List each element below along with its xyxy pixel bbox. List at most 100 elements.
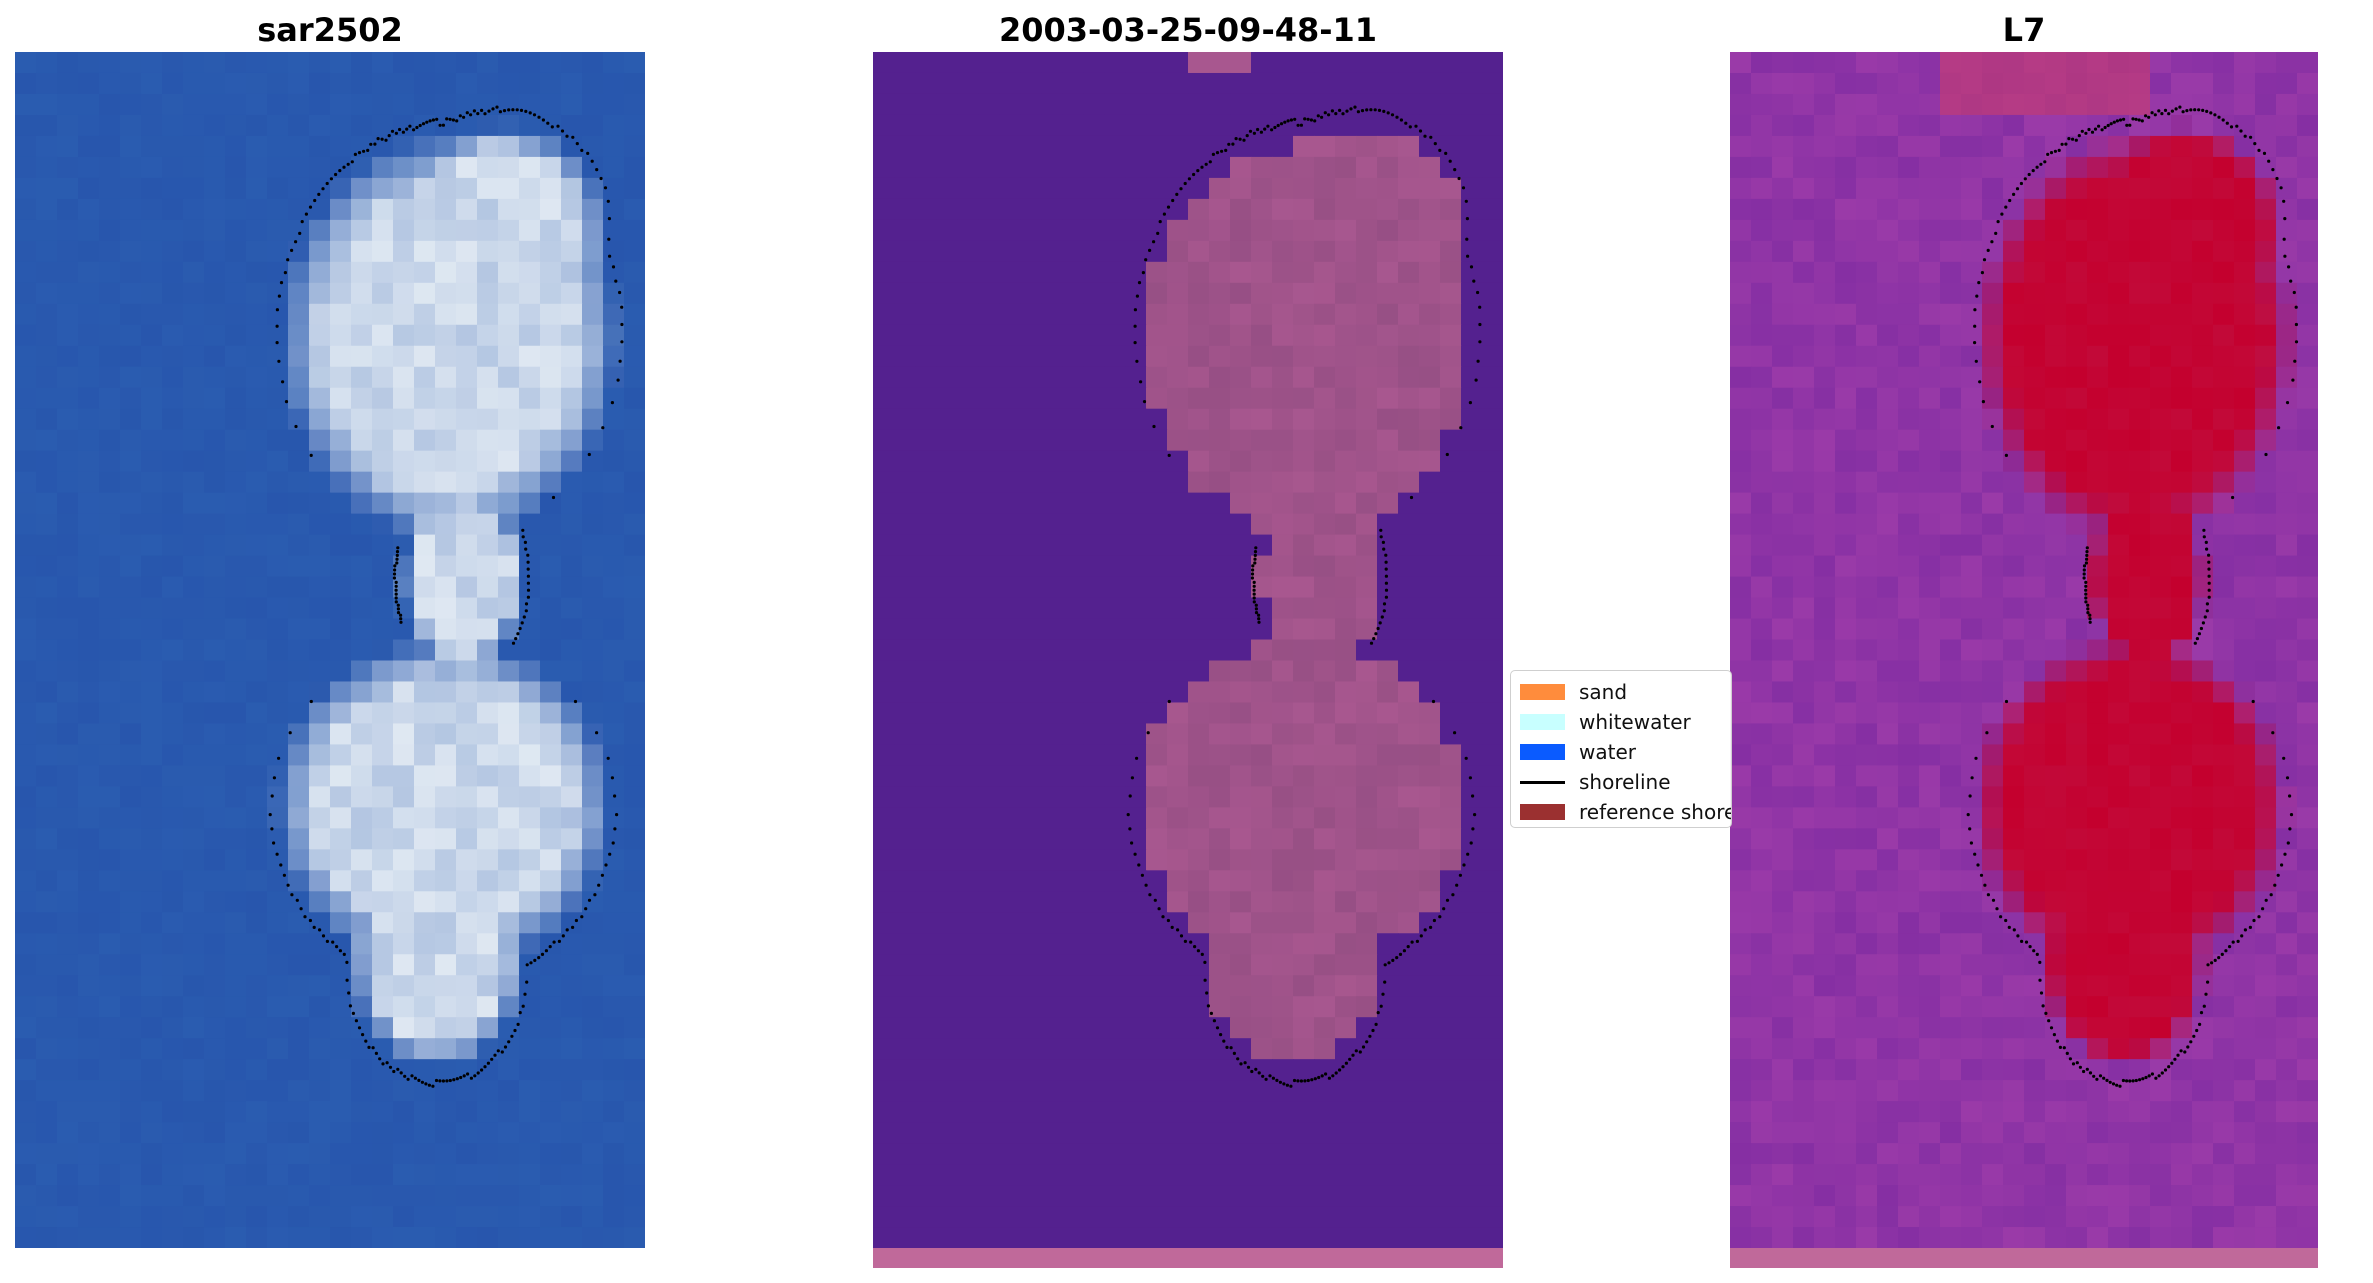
shoreline-dot <box>1408 125 1412 129</box>
legend-label-reference-shoreline: reference shoreline <box>1579 800 1731 824</box>
shoreline-dot <box>2204 992 2208 996</box>
index-image <box>1730 52 2318 1268</box>
shoreline-dot <box>277 294 281 298</box>
shoreline-dot <box>1152 424 1156 429</box>
shoreline-dot <box>275 308 279 312</box>
shoreline-dot <box>1386 111 1390 115</box>
shoreline-dot <box>2000 212 2004 216</box>
shoreline-dot <box>1135 359 1139 363</box>
shoreline-dot <box>2144 1075 2148 1080</box>
shoreline-dot <box>526 588 531 592</box>
shoreline-dot <box>571 135 575 139</box>
shoreline-dot <box>469 1076 473 1080</box>
shoreline-dot <box>342 165 346 169</box>
shoreline-dot <box>1974 359 1978 363</box>
shoreline-dot <box>2031 169 2035 173</box>
shoreline-dot <box>1236 1057 1240 1061</box>
shoreline-dot <box>338 169 342 173</box>
legend-item-sand: sand <box>1511 677 1731 707</box>
shoreline-dot <box>1365 1040 1369 1044</box>
shoreline-dot <box>533 958 537 963</box>
shoreline-dot <box>1276 123 1280 128</box>
shoreline-dot <box>521 528 525 532</box>
shoreline-dot <box>1133 852 1137 856</box>
shoreline-dot <box>1283 120 1287 124</box>
shoreline-dot <box>2271 168 2275 172</box>
shoreline-dot <box>1140 873 1144 877</box>
shoreline-dot <box>342 952 346 957</box>
shoreline-dot <box>367 1045 371 1049</box>
shoreline-dot <box>1133 341 1137 345</box>
panel-title-2: 2003-03-25-09-48-11 <box>998 11 1378 49</box>
shoreline-dot <box>1423 928 1427 932</box>
shoreline-dot <box>565 134 569 138</box>
legend-label-whitewater: whitewater <box>1579 710 1691 734</box>
shoreline-dot <box>2239 129 2243 133</box>
shoreline-dot <box>392 572 397 576</box>
shoreline-dot <box>2243 928 2247 932</box>
shoreline-dot <box>1474 378 1478 382</box>
shoreline-dot <box>2082 564 2087 568</box>
shoreline-dot <box>2128 1079 2132 1083</box>
shoreline-dot <box>607 217 612 221</box>
shoreline-dot <box>1234 137 1238 141</box>
shoreline-dot <box>300 220 304 224</box>
shoreline-dot <box>2289 279 2293 283</box>
shoreline-dot <box>331 940 335 944</box>
shoreline-dot <box>1309 118 1313 122</box>
shoreline-dot <box>2055 1039 2059 1043</box>
shoreline-dot <box>1257 620 1261 624</box>
shoreline-dot <box>1135 294 1139 298</box>
shoreline-dot <box>1464 756 1468 760</box>
shoreline-dot <box>2103 125 2107 130</box>
shoreline-dot <box>526 560 530 564</box>
shoreline-dot <box>2294 340 2299 344</box>
shoreline-dot <box>516 1022 520 1026</box>
shoreline-dot <box>2202 535 2206 539</box>
shoreline-dot <box>556 124 560 128</box>
shoreline-dot <box>537 115 541 119</box>
shoreline-dot <box>394 596 398 600</box>
shoreline-dot <box>2257 915 2261 919</box>
shoreline-dot <box>1469 265 1474 269</box>
shoreline-dot <box>394 131 398 135</box>
shoreline-dot <box>434 1078 439 1083</box>
shoreline-dot <box>1323 111 1327 115</box>
shoreline-dot <box>1973 341 1977 345</box>
shoreline-dot <box>615 813 619 817</box>
shoreline-dot <box>465 111 469 115</box>
shoreline-dot <box>2176 1053 2180 1057</box>
shoreline-dot <box>1383 980 1387 984</box>
shoreline-dot <box>2075 1061 2079 1065</box>
shoreline-dot <box>387 134 391 138</box>
shoreline-dot <box>282 873 286 877</box>
shoreline-dot <box>1153 898 1157 902</box>
shoreline-dot <box>1310 1078 1314 1082</box>
shoreline-dot <box>1271 1076 1275 1080</box>
shoreline-dot <box>1225 1045 1229 1049</box>
shoreline-dot <box>396 603 400 607</box>
shoreline-dot <box>1285 1083 1289 1087</box>
shoreline-dot <box>427 1083 431 1087</box>
shoreline-dot <box>571 925 575 930</box>
shoreline-dot <box>462 115 466 119</box>
shoreline-dot <box>2251 699 2255 704</box>
shoreline-dot <box>2095 1077 2099 1081</box>
shoreline-dot <box>2193 108 2197 112</box>
shoreline-dot <box>435 117 439 121</box>
shoreline-dot <box>1137 281 1142 285</box>
shoreline-dot <box>603 186 608 190</box>
shoreline-dot <box>1406 945 1410 949</box>
shoreline-dot <box>513 1028 517 1033</box>
shoreline-dot <box>2097 124 2101 128</box>
shoreline-dot <box>1351 1053 1355 1057</box>
shoreline-dot <box>529 961 533 965</box>
shoreline-dot <box>1231 142 1235 146</box>
shoreline-dot <box>483 112 487 116</box>
shoreline-dot <box>362 149 366 153</box>
index-image-panel <box>1730 52 2318 1268</box>
shoreline-dot <box>1239 1062 1243 1066</box>
shoreline-dot <box>325 939 329 944</box>
shoreline-dot <box>1429 925 1433 930</box>
shoreline-dot <box>1465 217 1469 221</box>
